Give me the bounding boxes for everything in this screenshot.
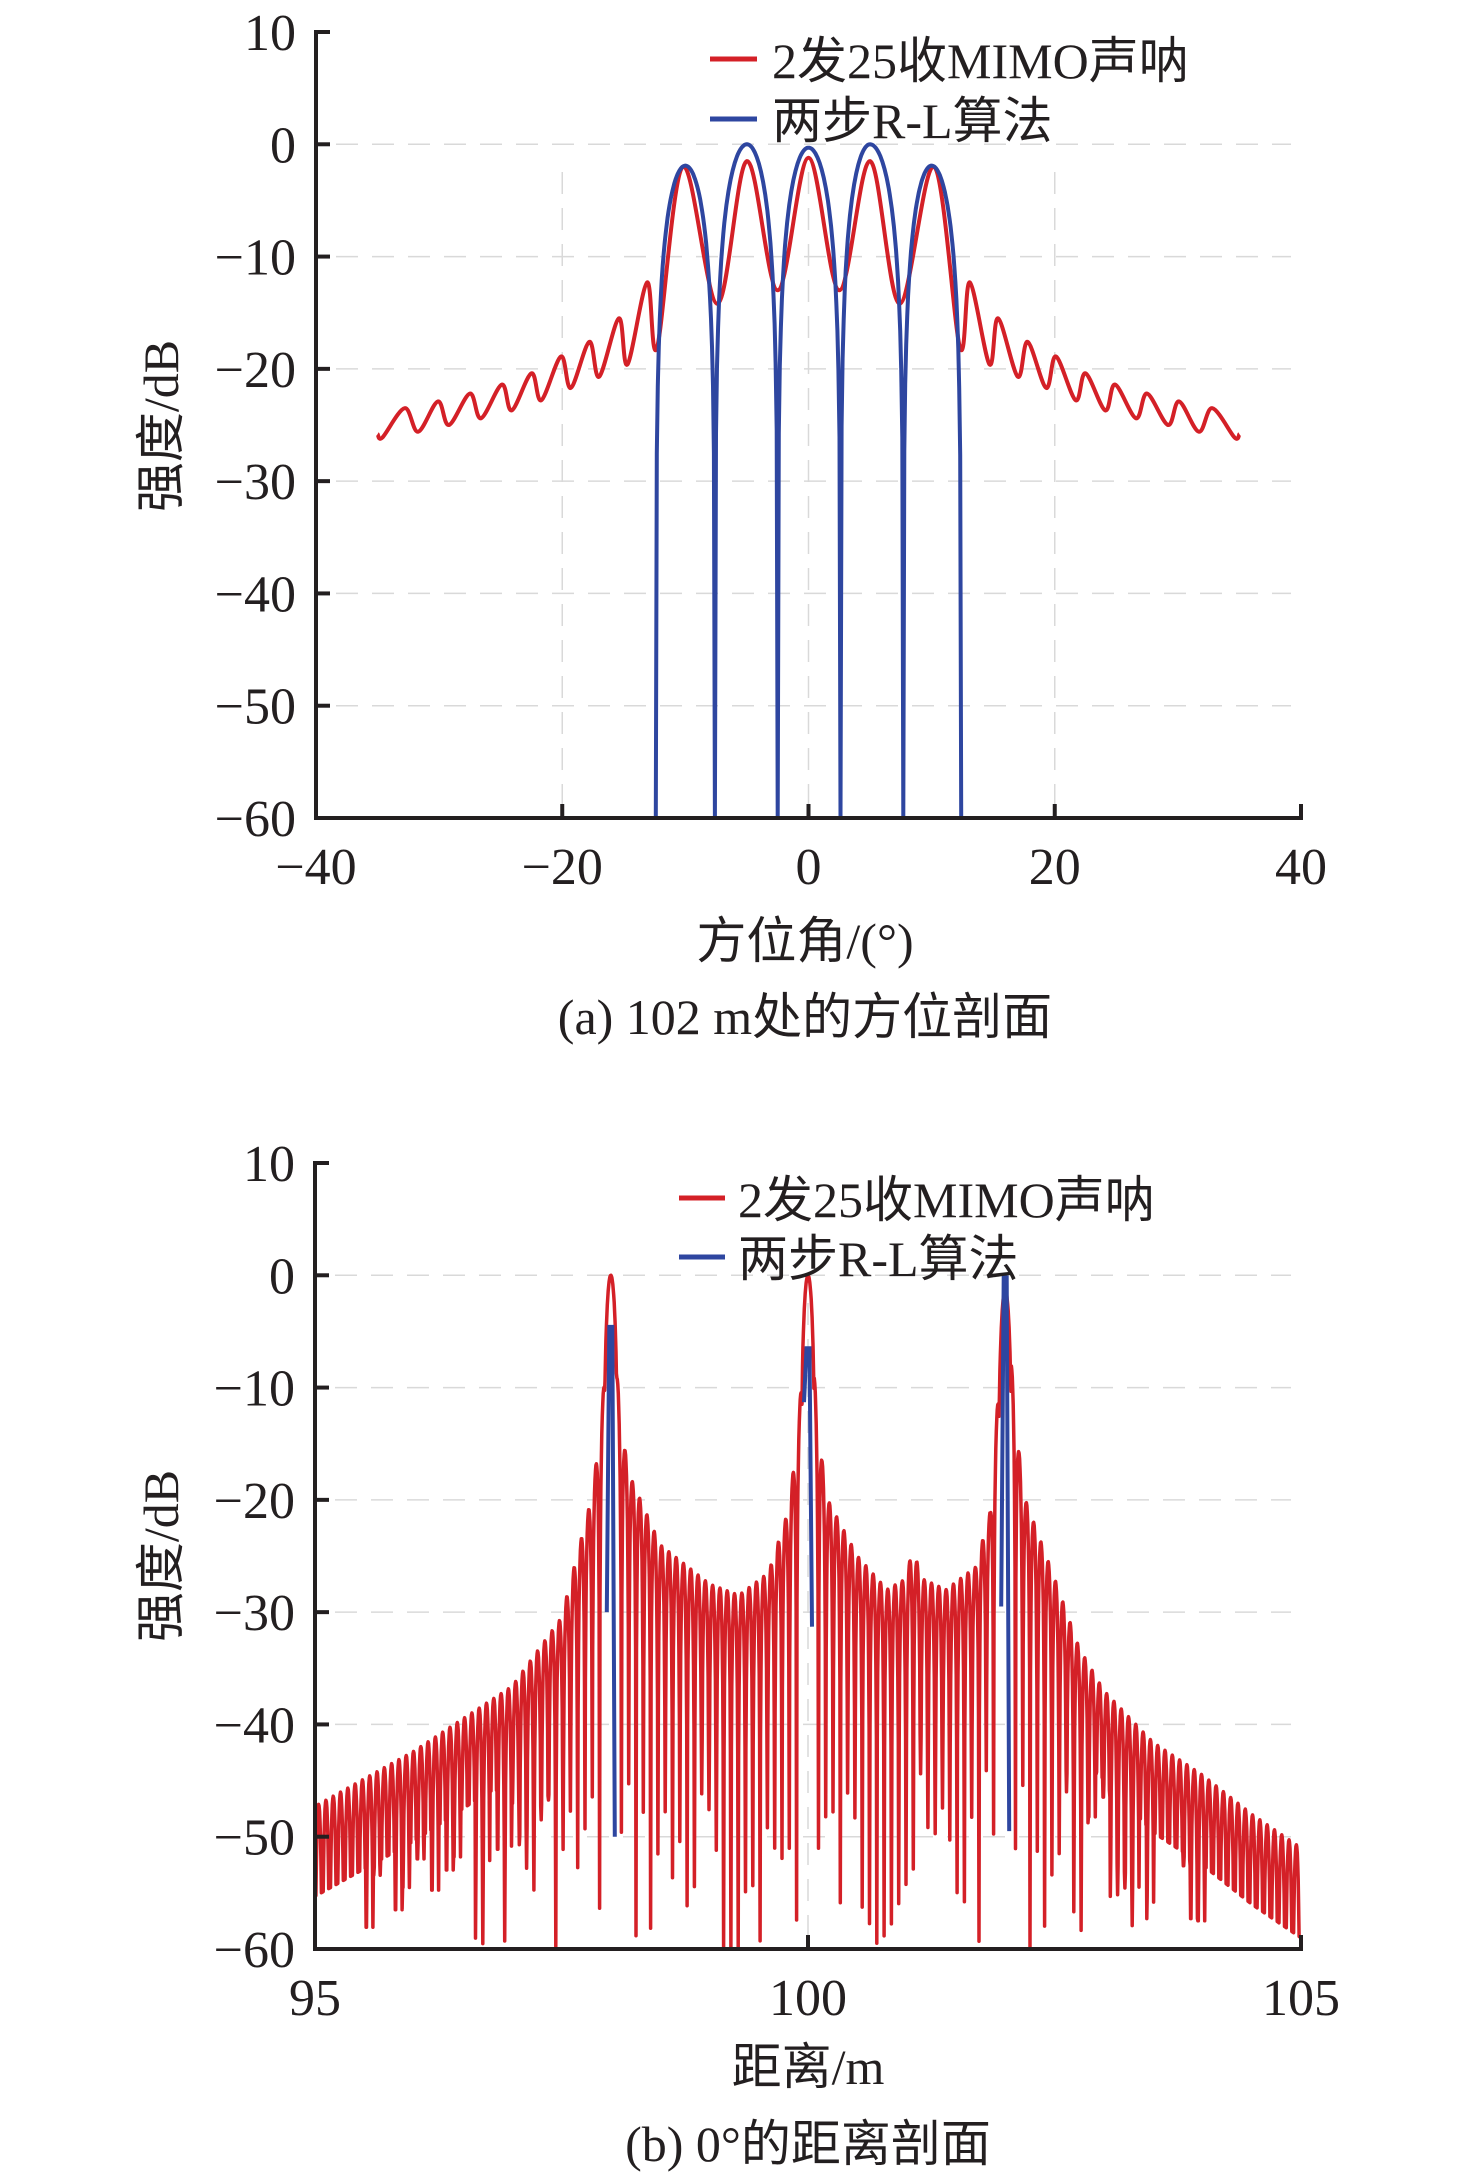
chart-a-azimuth-profile: 10 0 −10 −20 −30 −40 −50 −60 −40 −20 0 20 40 2发25收M… <box>133 5 1327 1045</box>
x-tick-label: 105 <box>1262 1970 1340 2027</box>
series-line-rl <box>653 142 964 820</box>
x-tick-label: −20 <box>522 839 603 896</box>
chart-b-legend: 2发25收MIMO声呐 两步R-L算法 <box>679 1172 1155 1287</box>
chart-a-grid <box>336 143 1291 808</box>
chart-b-series <box>313 1273 1303 1951</box>
y-tick-label: −40 <box>215 566 296 623</box>
chart-b-x-tick-labels: 95 100 105 <box>289 1970 1340 2027</box>
x-tick-label: 20 <box>1029 839 1081 896</box>
x-tick-label: 95 <box>289 1970 341 2027</box>
legend-label-mimo: 2发25收MIMO声呐 <box>772 33 1189 89</box>
chart-a-x-tick-labels: −40 −20 0 20 40 <box>275 839 1327 896</box>
chart-a-series <box>375 142 1242 820</box>
chart-b-y-axis-label: 强度/dB <box>133 1470 189 1642</box>
series-spike-rl <box>999 1275 1012 1832</box>
chart-b-y-tick-labels: 10 0 −10 −20 −30 −40 −50 −60 <box>214 1136 295 1979</box>
series-spike-rl <box>802 1346 814 1627</box>
y-tick-label: 0 <box>270 117 296 174</box>
series-spike-rl <box>604 1324 617 1837</box>
y-tick-label: 10 <box>244 5 296 62</box>
legend-label-rl: 两步R-L算法 <box>772 93 1053 149</box>
series-line-mimo <box>375 155 1242 441</box>
chart-b-x-axis-label: 距离/m <box>732 2039 885 2095</box>
y-tick-label: −60 <box>215 791 296 848</box>
chart-b-axes <box>313 1161 1303 1951</box>
legend-label-mimo: 2发25收MIMO声呐 <box>738 1172 1155 1228</box>
series-line-mimo <box>313 1273 1303 1951</box>
x-tick-label: 100 <box>769 1970 847 2027</box>
chart-a-axes <box>314 30 1303 820</box>
chart-a-y-tick-labels: 10 0 −10 −20 −30 −40 −50 −60 <box>215 5 296 848</box>
y-tick-label: −50 <box>214 1810 295 1867</box>
x-tick-label: 40 <box>1275 839 1327 896</box>
y-tick-label: −20 <box>215 342 296 399</box>
x-tick-label: 0 <box>796 839 822 896</box>
y-tick-label: −50 <box>215 679 296 736</box>
legend-label-rl: 两步R-L算法 <box>738 1231 1019 1287</box>
chart-a-legend: 2发25收MIMO声呐 两步R-L算法 <box>710 33 1189 149</box>
chart-a-caption: (a) 102 m处的方位剖面 <box>558 989 1052 1045</box>
y-tick-label: −30 <box>215 454 296 511</box>
y-tick-label: −10 <box>214 1361 295 1418</box>
y-tick-label: −20 <box>214 1473 295 1530</box>
chart-a-y-axis-label: 强度/dB <box>133 340 189 512</box>
y-tick-label: −40 <box>214 1697 295 1754</box>
chart-b-range-profile: 100−10−20−30−40−50−60 95 100 105 2发25收MIMO… <box>133 1136 1340 2172</box>
chart-b-caption: (b) 0°的距离剖面 <box>625 2116 991 2172</box>
y-tick-label: −60 <box>214 1922 295 1979</box>
y-tick-label: 10 <box>243 1136 295 1193</box>
chart-a-x-axis-label: 方位角/(°) <box>696 913 913 969</box>
x-tick-label: −40 <box>275 839 356 896</box>
y-tick-label: 0 <box>269 1248 295 1305</box>
y-tick-label: −10 <box>215 230 296 287</box>
y-tick-label: −30 <box>214 1585 295 1642</box>
